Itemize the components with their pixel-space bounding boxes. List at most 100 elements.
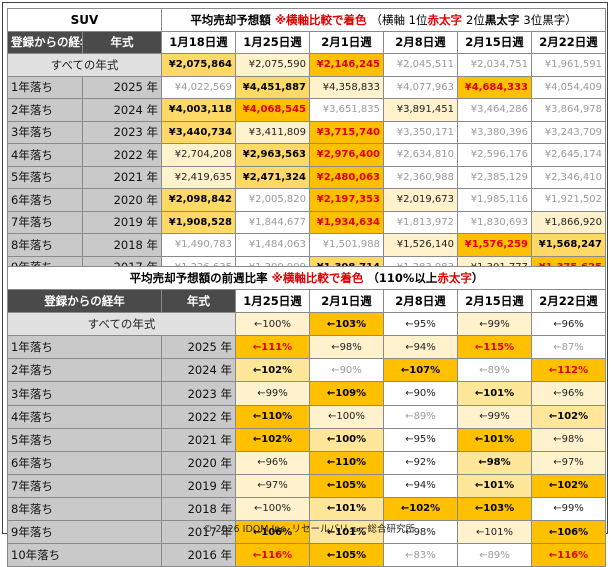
row-year-label: 2020 年 xyxy=(82,188,162,212)
table-row: 7年落ち 2019 年 ←97% ←105% ←94% ←101% ←102% xyxy=(7,473,607,498)
price-cell: ¥1,961,591 xyxy=(530,53,607,77)
price-cell: ¥2,005,820 xyxy=(235,188,310,212)
row-age-label: 10年落ち xyxy=(7,543,162,567)
row-age-label: 8年落ち xyxy=(7,233,83,257)
resale-price-table: SUV 平均売却予想額 ※横軸比較で着色 （横軸 1位赤太字 2位黒太字 3位黒… xyxy=(7,8,607,302)
ratio-cell: ←111% xyxy=(235,335,310,360)
row-year-label: 2022 年 xyxy=(82,143,162,167)
row-age-label: 4年落ち xyxy=(7,404,162,429)
ratio-cell: ←94% xyxy=(383,473,458,498)
ratio-cell: ←102% xyxy=(235,427,310,452)
row-age-label: 8年落ち xyxy=(7,496,162,522)
row-year-label: 2018 年 xyxy=(161,496,236,522)
ratio-cell: ←95% xyxy=(383,312,458,337)
all-years-row: すべての年式 ←100% ←103% ←95% ←99% ←96% xyxy=(7,312,607,337)
header-year: 年式 xyxy=(161,289,236,314)
header-week: 1月25日週 xyxy=(235,30,310,54)
price-cell: ¥4,054,409 xyxy=(530,75,607,99)
price-cell: ¥3,350,171 xyxy=(383,120,458,144)
title-main: 平均売却予想額 xyxy=(190,12,271,27)
ratio-cell: ←110% xyxy=(309,450,384,475)
table-title: 平均売却予想額 ※横軸比較で着色 （横軸 1位赤太字 2位黒太字 3位黒字） xyxy=(160,8,607,32)
table-row: 7年落ち 2019 年 ¥1,908,528 ¥1,844,677 ¥1,934,634… xyxy=(7,210,607,234)
price-cell: ¥3,715,740 xyxy=(309,120,384,144)
price-cell: ¥3,651,835 xyxy=(309,98,384,122)
row-year-label: 2022 年 xyxy=(161,404,236,429)
ratio-cell: ←96% xyxy=(530,312,607,337)
price-cell: ¥3,440,734 xyxy=(161,120,236,144)
header-week: 1月25日週 xyxy=(235,289,310,314)
row-year-label: 2024 年 xyxy=(82,98,162,122)
table-row: 4年落ち 2022 年 ¥2,704,208 ¥2,963,563 ¥2,976,400… xyxy=(7,143,607,167)
price-cell: ¥2,963,563 xyxy=(235,143,310,167)
row-year-label: 2019 年 xyxy=(82,210,162,234)
price-cell: ¥2,098,842 xyxy=(161,188,236,212)
price-cell: ¥4,022,569 xyxy=(161,75,236,99)
ratio-cell: ←90% xyxy=(383,381,458,406)
ratio-cell: ←89% xyxy=(457,543,532,567)
price-cell: ¥1,934,634 xyxy=(309,210,384,234)
row-age-label: 4年落ち xyxy=(7,143,83,167)
row-year-label: 2025 年 xyxy=(82,75,162,99)
price-cell: ¥4,684,333 xyxy=(457,75,532,99)
table-row: 3年落ち 2023 年 ←99% ←109% ←90% ←101% ←96% xyxy=(7,381,607,406)
ratio-cell: ←107% xyxy=(383,358,458,383)
price-cell: ¥2,596,176 xyxy=(457,143,532,167)
ratio-cell: ←102% xyxy=(530,404,607,429)
title-legend-red: 赤太字 xyxy=(427,12,463,27)
ratio-cell: ←102% xyxy=(530,473,607,498)
price-cell: ¥2,704,208 xyxy=(161,143,236,167)
price-cell: ¥4,077,963 xyxy=(383,75,458,99)
price-cell: ¥4,451,887 xyxy=(235,75,310,99)
ratio-cell: ←110% xyxy=(235,404,310,429)
table-row: 1年落ち 2025 年 ←111% ←98% ←94% ←115% ←87% xyxy=(7,335,607,360)
ratio-cell: ←89% xyxy=(383,404,458,429)
price-cell: ¥2,019,673 xyxy=(383,188,458,212)
ratio-cell: ←98% xyxy=(530,427,607,452)
row-year-label: 2020 年 xyxy=(161,450,236,475)
row-age-label: 3年落ち xyxy=(7,381,162,406)
price-cell: ¥3,411,809 xyxy=(235,120,310,144)
ratio-cell: ←100% xyxy=(235,496,310,522)
copyright-footer: © 2026 IDOM Inc. リセールバリュー総合研究所 xyxy=(202,524,416,535)
ratio-cell: ←83% xyxy=(383,543,458,567)
price-cell: ¥1,501,988 xyxy=(309,233,384,257)
header-week: 2月8日週 xyxy=(383,30,458,54)
price-cell: ¥2,471,324 xyxy=(235,165,310,189)
price-cell: ¥1,490,783 xyxy=(161,233,236,257)
title-row: SUV 平均売却予想額 ※横軸比較で着色 （横軸 1位赤太字 2位黒太字 3位黒… xyxy=(7,8,607,32)
ratio-cell: ←99% xyxy=(457,404,532,429)
table-row: 10年落ち 2016 年 ←116% ←105% ←83% ←89% ←116% xyxy=(7,543,607,567)
price-cell: ¥2,146,245 xyxy=(309,53,384,77)
price-cell: ¥2,045,511 xyxy=(383,53,458,77)
row-age-label: 5年落ち xyxy=(7,165,83,189)
title-note-prefix: ※ xyxy=(274,12,287,27)
title-legend-end: ） xyxy=(471,271,484,286)
table-row: 5年落ち 2021 年 ←102% ←100% ←95% ←101% ←98% xyxy=(7,427,607,452)
title-legend-end: 3位黒字） xyxy=(523,12,577,27)
table-row: 6年落ち 2020 年 ¥2,098,842 ¥2,005,820 ¥2,197,353… xyxy=(7,188,607,212)
header-week: 2月8日週 xyxy=(383,289,458,314)
price-cell: ¥1,866,920 xyxy=(530,210,607,234)
ratio-cell: ←97% xyxy=(235,473,310,498)
table-row: 6年落ち 2020 年 ←96% ←110% ←92% ←98% ←97% xyxy=(7,450,607,475)
title-legend: （110%以上 xyxy=(367,271,438,286)
price-cell: ¥2,645,174 xyxy=(530,143,607,167)
price-cell: ¥1,526,140 xyxy=(383,233,458,257)
price-cell: ¥2,197,353 xyxy=(309,188,384,212)
row-year-label: 2025 年 xyxy=(161,335,236,360)
ratio-cell: ←103% xyxy=(457,496,532,522)
ratio-cell: ←101% xyxy=(457,381,532,406)
ratio-cell: ←98% xyxy=(457,450,532,475)
price-cell: ¥1,813,972 xyxy=(383,210,458,234)
price-cell: ¥1,908,528 xyxy=(161,210,236,234)
header-week: 2月1日週 xyxy=(309,289,384,314)
ratio-cell: ←105% xyxy=(309,543,384,567)
row-age-label: 2年落ち xyxy=(7,98,83,122)
price-cell: ¥3,891,451 xyxy=(383,98,458,122)
price-cell: ¥3,464,286 xyxy=(457,98,532,122)
ratio-cell: ←99% xyxy=(530,496,607,522)
row-year-label: 2021 年 xyxy=(161,427,236,452)
price-cell: ¥2,034,751 xyxy=(457,53,532,77)
ratio-cell: ←87% xyxy=(530,335,607,360)
